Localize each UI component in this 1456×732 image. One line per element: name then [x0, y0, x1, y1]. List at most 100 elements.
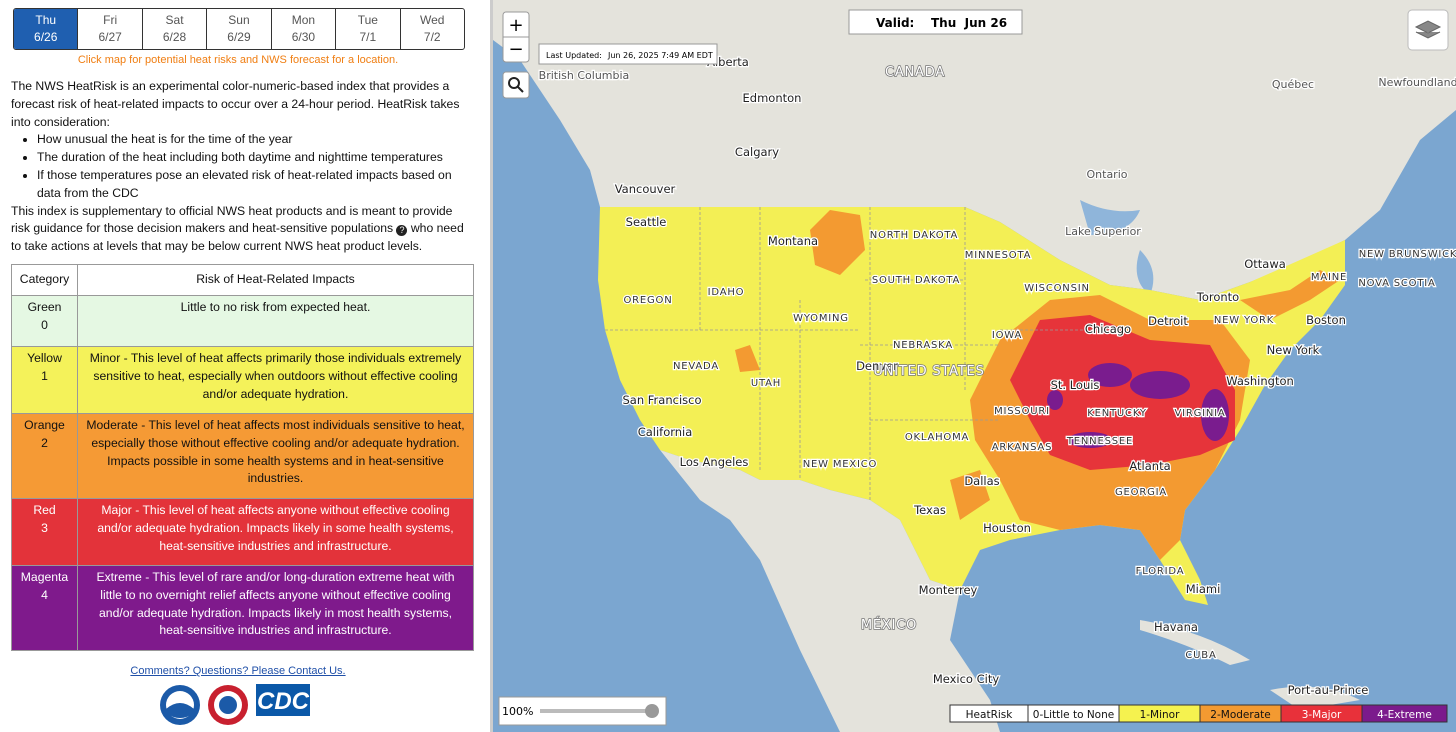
map-label: TENNESSEE: [1066, 436, 1133, 447]
day-tab[interactable]: Sun 6/29: [206, 9, 270, 49]
map-label: Texas: [913, 503, 946, 517]
risk-table: Category Risk of Heat-Related Impacts Gre…: [11, 264, 474, 651]
updated-label: Last Updated:: [546, 51, 602, 60]
closing-start: This index is supplementary to official …: [11, 203, 453, 236]
day-name: Wed: [420, 13, 445, 27]
day-tab[interactable]: Sat 6/28: [141, 9, 206, 49]
day-date: 6/30: [291, 30, 316, 44]
map-label: IDAHO: [708, 287, 745, 298]
category-level: 1: [41, 368, 48, 383]
opacity-slider[interactable]: [645, 704, 659, 718]
bullets: How unusual the heat is for the time of …: [11, 131, 473, 202]
map-label: Québec: [1272, 78, 1314, 91]
category-cell: Magenta 4: [11, 565, 78, 651]
day-date: 7/2: [423, 30, 441, 44]
day-tab[interactable]: Wed 7/2: [399, 9, 464, 49]
logos: CDC: [160, 684, 310, 725]
description-cell: Little to no risk from expected heat.: [77, 295, 474, 347]
map-label: Denver: [856, 359, 898, 373]
map-label: Detroit: [1148, 314, 1188, 328]
legend-swatch: [1361, 704, 1448, 723]
category-cell: Green 0: [11, 295, 78, 347]
map[interactable]: British ColumbiaAlbertaCANADAEdmontonCal…: [493, 0, 1456, 732]
legend-label: 4-Extreme: [1377, 709, 1432, 721]
map-label: British Columbia: [539, 69, 630, 82]
map-label: ARKANSAS: [992, 442, 1053, 453]
category-level: 4: [41, 587, 48, 602]
zoom-level: 100%: [502, 705, 533, 718]
day-name: Fri: [103, 13, 118, 27]
svg-text:−: −: [508, 39, 523, 60]
category-name: Yellow: [27, 351, 62, 365]
layers-button[interactable]: [1407, 9, 1449, 51]
map-label: Miami: [1186, 582, 1221, 596]
updated-time: Jun 26, 2025 7:49 AM EDT: [607, 51, 713, 60]
map-label: San Francisco: [622, 393, 701, 407]
map-label: WYOMING: [793, 313, 849, 324]
description-cell: Major - This level of heat affects anyon…: [77, 498, 474, 566]
help-icon[interactable]: ?: [396, 225, 408, 237]
us-heatrisk-major: [1010, 315, 1235, 470]
map-label: Ontario: [1087, 168, 1128, 181]
day-name: Sun: [228, 13, 250, 27]
day-tab[interactable]: Tue 7/1: [335, 9, 399, 49]
map-label: Calgary: [735, 145, 779, 159]
day-date: 6/29: [227, 30, 251, 44]
day-tab[interactable]: Thu 6/26: [14, 9, 78, 49]
zoom-controls[interactable]: +−: [502, 11, 530, 99]
map-label: NEW MEXICO: [803, 459, 877, 470]
day-date: 6/28: [162, 30, 187, 44]
map-label: Vancouver: [615, 182, 676, 196]
risk-row: Magenta 4 Extreme - This level of rare and…: [11, 565, 474, 651]
risk-row: Red 3 Major - This level of heat affects a…: [11, 498, 474, 566]
map-label: New York: [1267, 343, 1320, 357]
mexico-land: [660, 450, 1000, 732]
intro-closing: This index is supplementary to official …: [11, 203, 473, 256]
map-label: WISCONSIN: [1024, 283, 1090, 294]
day-name: Thu: [35, 13, 57, 27]
day-date: 6/27: [98, 30, 122, 44]
day-tab[interactable]: Fri 6/27: [77, 9, 141, 49]
closing-end: who need to take actions at levels that …: [11, 221, 464, 254]
category-name: Green: [27, 300, 62, 314]
bullet: How unusual the heat is for the time of …: [37, 131, 473, 149]
map-label: Lake Superior: [1065, 225, 1141, 238]
category-cell: Red 3: [11, 498, 78, 566]
map-label: UNITED STATES: [873, 364, 984, 379]
map-label: UTAH: [751, 378, 781, 389]
valid-date: Thu Jun 26: [931, 16, 1007, 30]
map-label: Los Angeles: [680, 455, 749, 469]
category-name: Orange: [24, 418, 65, 432]
legend-label: 0-Little to None: [1033, 709, 1114, 721]
intro: The NWS HeatRisk is an experimental colo…: [11, 78, 473, 256]
map-label: OKLAHOMA: [905, 432, 969, 443]
map-label: NORTH DAKOTA: [870, 230, 958, 241]
day-tab[interactable]: Mon 6/30: [270, 9, 335, 49]
svg-text:+: +: [508, 15, 523, 36]
map-label: NOVA SCOTIA: [1358, 278, 1435, 289]
map-label: Houston: [983, 521, 1031, 535]
map-label: California: [638, 425, 693, 439]
valid-label: Valid:: [876, 16, 914, 30]
bullet: The duration of the heat including both …: [37, 149, 473, 167]
map-label: Newfoundland: [1378, 76, 1456, 89]
map-label: NEVADA: [673, 361, 719, 372]
info-panel: Thu 6/26 Fri 6/27 Sat 6/28 Sun 6/29 Mon 6/30 Tue 7/…: [0, 0, 490, 732]
risk-row: Green 0 Little to no risk from expected he…: [11, 295, 474, 347]
map-label: MAINE: [1311, 272, 1347, 283]
map-label: GEORGIA: [1115, 487, 1167, 498]
map-label: Havana: [1154, 620, 1198, 634]
bullet: If those temperatures pose an elevated r…: [37, 167, 473, 203]
map-label: MISSOURI: [994, 406, 1050, 417]
category-cell: Orange 2: [11, 413, 78, 499]
cdc-text: CDC: [257, 688, 310, 715]
intro-lead: The NWS HeatRisk is an experimental colo…: [11, 79, 460, 129]
cdc-logo: [256, 684, 310, 716]
map-label: Monterrey: [919, 583, 978, 597]
category-cell: Yellow 1: [11, 346, 78, 414]
contact-link[interactable]: Comments? Questions? Please Contact Us.: [130, 665, 346, 677]
map-label: FLORIDA: [1136, 566, 1185, 577]
map-label: VIRGINIA: [1174, 408, 1225, 419]
us-heatrisk-extreme: [1047, 363, 1229, 448]
risk-row: Yellow 1 Minor - This level of heat affect…: [11, 346, 474, 414]
